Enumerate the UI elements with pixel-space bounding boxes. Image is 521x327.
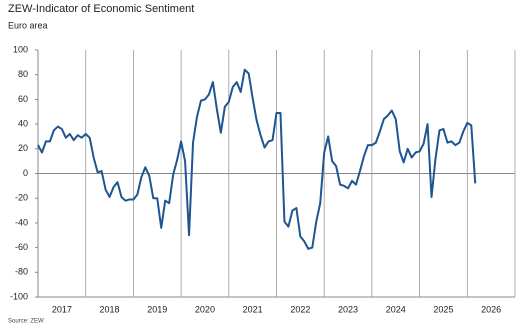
- y-tick-label: -80: [15, 267, 28, 277]
- x-tick-label: 2018: [100, 304, 120, 314]
- x-tick-label: 2021: [243, 304, 263, 314]
- x-tick-label: 2026: [481, 304, 501, 314]
- x-tick-label: 2024: [386, 304, 406, 314]
- y-tick-label: 60: [18, 94, 28, 104]
- chart-title: ZEW-Indicator of Economic Sentiment: [8, 3, 194, 15]
- x-tick-label: 2020: [195, 304, 215, 314]
- y-tick-label: -100: [10, 291, 28, 301]
- x-tick-label: 2022: [290, 304, 310, 314]
- y-tick-label: 100: [13, 44, 28, 54]
- x-tick-label: 2017: [52, 304, 72, 314]
- y-tick-label: -40: [15, 217, 28, 227]
- y-tick-label: 0: [23, 168, 28, 178]
- x-tick-label: 2025: [433, 304, 453, 314]
- x-tick-label: 2019: [147, 304, 167, 314]
- y-tick-label: 20: [18, 143, 28, 153]
- source: Source: ZEW: [8, 319, 44, 325]
- x-tick-label: 2023: [338, 304, 358, 314]
- y-tick-label: 80: [18, 69, 28, 79]
- y-tick-label: -60: [15, 242, 28, 252]
- chart-subtitle: Euro area: [8, 20, 48, 30]
- data-line: [37, 68, 477, 250]
- y-tick-label: -20: [15, 193, 28, 203]
- y-tick-label: 40: [18, 118, 28, 128]
